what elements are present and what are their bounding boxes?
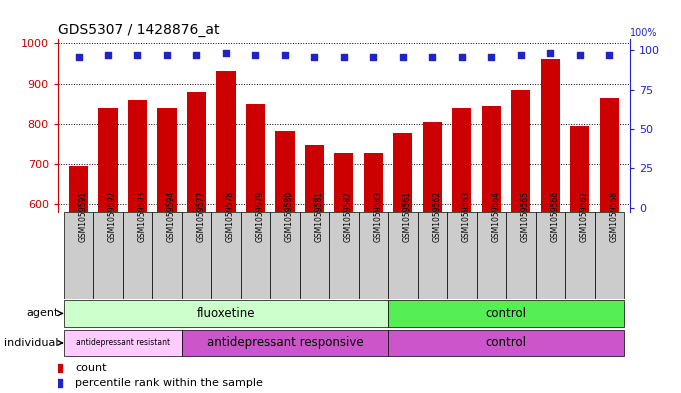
- Bar: [334, 153, 353, 212]
- Bar: [388, 300, 624, 327]
- Bar: [417, 212, 447, 299]
- Text: 100%: 100%: [630, 28, 657, 39]
- Bar: [388, 212, 417, 299]
- Text: GSM1059591: GSM1059591: [78, 191, 88, 242]
- Text: count: count: [75, 362, 106, 373]
- Bar: [364, 153, 383, 212]
- Point: [456, 53, 467, 60]
- Text: GSM1059579: GSM1059579: [255, 191, 264, 242]
- Text: GSM1059562: GSM1059562: [432, 191, 441, 242]
- Point: [309, 53, 320, 60]
- Bar: [211, 212, 240, 299]
- Bar: [506, 212, 535, 299]
- Text: GSM1059564: GSM1059564: [491, 191, 501, 242]
- Bar: [447, 212, 477, 299]
- Text: agent: agent: [26, 309, 62, 318]
- Bar: [305, 145, 324, 212]
- Point: [427, 53, 438, 60]
- Text: percentile rank within the sample: percentile rank within the sample: [75, 378, 263, 388]
- Point: [191, 52, 202, 58]
- Point: [73, 53, 84, 60]
- Text: GSM1059583: GSM1059583: [373, 191, 383, 242]
- Bar: [275, 131, 294, 212]
- Bar: [187, 92, 206, 212]
- Bar: [246, 105, 265, 212]
- Text: antidepressant responsive: antidepressant responsive: [206, 336, 363, 349]
- Text: GSM1059577: GSM1059577: [197, 191, 206, 242]
- Bar: [394, 132, 413, 212]
- Bar: [64, 330, 182, 356]
- Bar: [217, 71, 236, 212]
- Bar: [570, 126, 589, 212]
- Point: [161, 52, 172, 58]
- Bar: [452, 108, 471, 212]
- Point: [338, 53, 349, 60]
- Point: [132, 52, 143, 58]
- Text: fluoxetine: fluoxetine: [197, 307, 255, 320]
- Bar: [477, 212, 506, 299]
- Bar: [423, 122, 442, 212]
- Text: GSM1059582: GSM1059582: [344, 191, 353, 242]
- Text: individual: individual: [4, 338, 62, 348]
- Point: [103, 52, 114, 58]
- Text: GSM1059568: GSM1059568: [609, 191, 618, 242]
- Bar: [153, 212, 182, 299]
- Text: GSM1059592: GSM1059592: [108, 191, 117, 242]
- Text: GSM1059563: GSM1059563: [462, 191, 471, 242]
- Bar: [64, 300, 388, 327]
- Point: [604, 52, 615, 58]
- Bar: [182, 212, 211, 299]
- Text: GSM1059561: GSM1059561: [403, 191, 412, 242]
- Text: antidepressant resistant: antidepressant resistant: [76, 338, 170, 347]
- Bar: [123, 212, 153, 299]
- Point: [250, 52, 261, 58]
- Text: GSM1059567: GSM1059567: [580, 191, 589, 242]
- Bar: [359, 212, 388, 299]
- Text: GSM1059594: GSM1059594: [167, 191, 176, 242]
- Bar: [535, 212, 565, 299]
- Point: [545, 50, 556, 57]
- Point: [486, 53, 496, 60]
- Text: GSM1059578: GSM1059578: [226, 191, 235, 242]
- Bar: [93, 212, 123, 299]
- Bar: [128, 101, 147, 212]
- Bar: [240, 212, 270, 299]
- Text: GDS5307 / 1428876_at: GDS5307 / 1428876_at: [58, 23, 219, 37]
- Bar: [270, 212, 300, 299]
- Point: [398, 53, 409, 60]
- Bar: [595, 212, 624, 299]
- Text: GSM1059580: GSM1059580: [285, 191, 294, 242]
- Bar: [99, 108, 118, 212]
- Bar: [565, 212, 595, 299]
- Text: GSM1059593: GSM1059593: [138, 191, 146, 242]
- Text: control: control: [486, 307, 526, 320]
- Point: [221, 50, 232, 57]
- Text: GSM1059566: GSM1059566: [550, 191, 559, 242]
- Bar: [157, 108, 176, 212]
- Text: control: control: [486, 336, 526, 349]
- Bar: [182, 330, 388, 356]
- Bar: [541, 59, 560, 212]
- Text: GSM1059565: GSM1059565: [521, 191, 530, 242]
- Bar: [64, 212, 93, 299]
- Point: [574, 52, 585, 58]
- Bar: [69, 166, 88, 212]
- Text: GSM1059581: GSM1059581: [315, 191, 323, 242]
- Bar: [600, 97, 619, 212]
- Bar: [300, 212, 329, 299]
- Bar: [511, 90, 530, 212]
- Point: [368, 53, 379, 60]
- Point: [279, 52, 290, 58]
- Bar: [388, 330, 624, 356]
- Bar: [329, 212, 359, 299]
- Point: [516, 52, 526, 58]
- Bar: [481, 107, 501, 212]
